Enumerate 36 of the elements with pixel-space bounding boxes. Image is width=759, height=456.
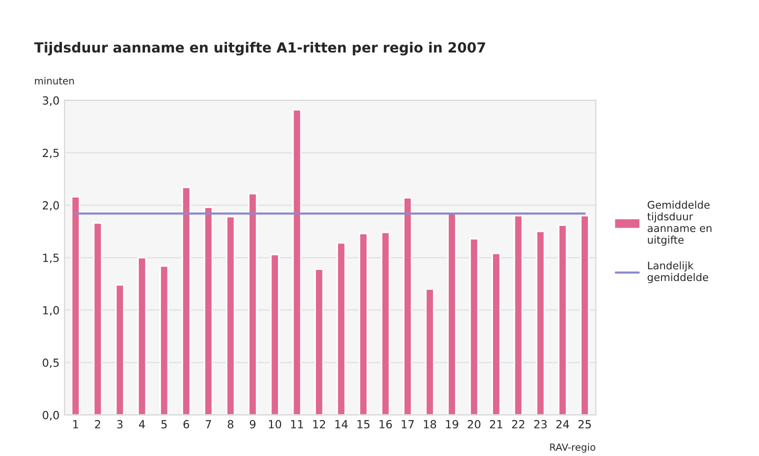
x-tick-label: 12 <box>313 420 326 428</box>
x-tick-label: 15 <box>358 420 370 428</box>
chart-title: Tijdsduur aanname en uitgifte A1-ritten per regio in 2007 <box>34 42 486 56</box>
x-tick-label: 6 <box>184 420 190 428</box>
y-tick-label: 0,0 <box>42 410 59 420</box>
x-tick-label: 24 <box>556 420 570 428</box>
x-tick-label: 20 <box>468 420 480 428</box>
y-axis-title: minuten <box>35 76 74 84</box>
x-tick-label: 3 <box>117 420 123 428</box>
x-tick-label: 9 <box>250 420 256 428</box>
x-tick-label: 25 <box>578 420 591 428</box>
x-tick-label: 16 <box>380 420 392 428</box>
y-tick-label: 1,0 <box>43 306 59 316</box>
x-tick-label: 5 <box>161 420 167 428</box>
x-axis-title: RAV-regio <box>550 443 596 453</box>
x-tick-label: 14 <box>335 420 348 428</box>
x-tick-label: 18 <box>424 420 436 428</box>
y-tick-label: 3,0 <box>42 96 59 106</box>
y-tick-label: 1,5 <box>43 254 59 264</box>
x-tick-label: 23 <box>534 420 547 428</box>
y-tick-label: 2,5 <box>42 148 59 158</box>
x-tick-label: 11 <box>291 420 303 428</box>
x-tick-label: 17 <box>402 420 414 428</box>
x-tick-label: 2 <box>95 420 100 428</box>
x-tick-label: 10 <box>268 420 282 428</box>
legend-label: Gemiddelde tijdsduur aanname en uitgifte <box>647 200 712 246</box>
x-tick-label: 4 <box>139 420 145 428</box>
x-tick-label: 22 <box>512 420 524 428</box>
y-tick-label: 2,0 <box>42 201 59 211</box>
x-tick-label: 7 <box>206 420 211 428</box>
y-tick-label: 0,5 <box>42 358 59 368</box>
x-tick-label: 21 <box>490 420 502 428</box>
x-tick-label: 1 <box>73 420 78 428</box>
legend-label: Landelijk gemiddelde <box>648 261 708 284</box>
x-tick-label: 19 <box>446 420 458 428</box>
x-tick-label: 8 <box>228 420 234 428</box>
